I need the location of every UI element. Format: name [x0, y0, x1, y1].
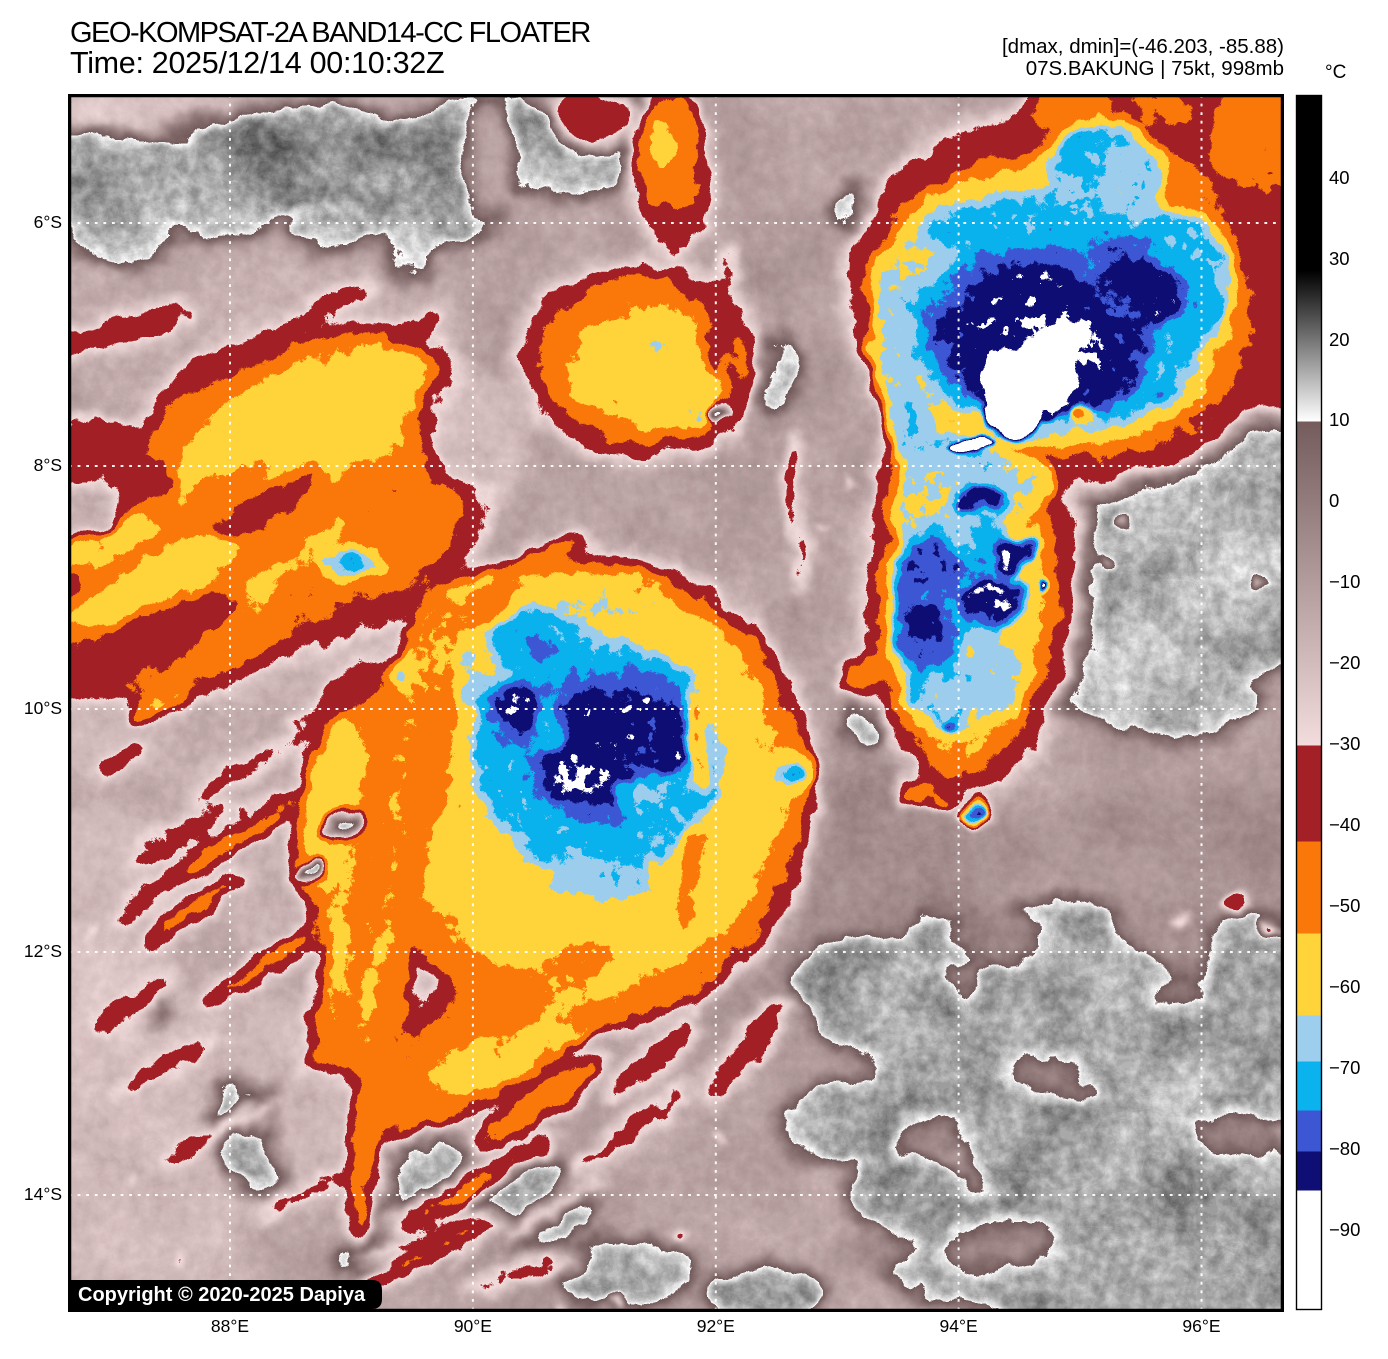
svg-text:Copyright © 2020-2025 Dapiya: Copyright © 2020-2025 Dapiya — [78, 1284, 366, 1306]
